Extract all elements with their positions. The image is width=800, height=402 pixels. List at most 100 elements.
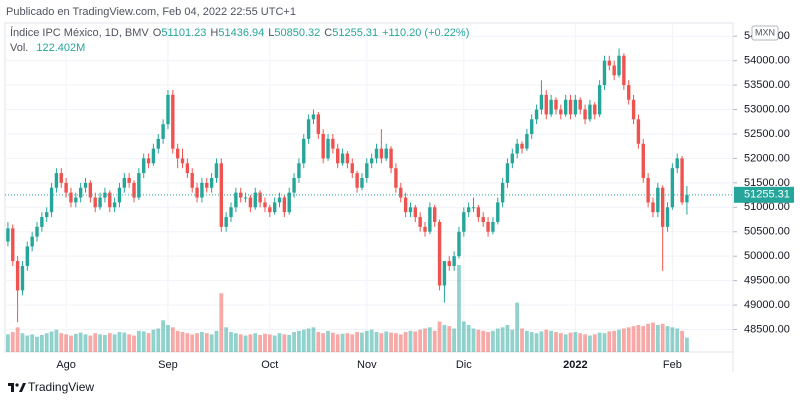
- legend-key: O: [153, 27, 162, 39]
- x-tick-label: 2022: [563, 359, 587, 371]
- candle-body: [631, 99, 636, 120]
- volume-bar: [500, 327, 505, 352]
- candle-body: [54, 173, 59, 188]
- volume-bar: [103, 334, 107, 352]
- candle-body: [6, 228, 10, 242]
- candle-body: [500, 182, 505, 203]
- volume-bar: [287, 334, 292, 352]
- candle-body: [122, 177, 127, 188]
- volume-bar: [588, 335, 592, 352]
- volume-bar: [418, 329, 423, 352]
- volume-bar: [175, 330, 180, 352]
- x-tick-label: Oct: [261, 359, 278, 371]
- volume-bar: [408, 330, 413, 352]
- candle-body: [326, 138, 330, 159]
- currency-label: MXN: [755, 27, 775, 37]
- volume-bar: [427, 327, 432, 352]
- volume-bar: [316, 332, 321, 352]
- volume-bar: [403, 332, 408, 352]
- y-tick-label: 54000.00: [744, 55, 790, 67]
- volume-bar: [146, 333, 151, 352]
- candle-body: [660, 187, 665, 227]
- candle-body: [74, 197, 78, 203]
- y-tick-label: 50500.00: [744, 226, 790, 238]
- volume-bar: [457, 265, 461, 352]
- volume-bar: [520, 328, 524, 352]
- candle-body: [306, 119, 311, 139]
- volume-bar: [15, 327, 20, 352]
- volume-bar: [612, 330, 617, 352]
- candle-body: [423, 226, 427, 232]
- candle-body: [239, 192, 243, 198]
- volume-bar: [621, 328, 626, 352]
- volume-bar: [655, 324, 660, 352]
- candle-body: [185, 163, 190, 174]
- candle-body: [11, 228, 15, 262]
- candle-body: [205, 182, 209, 188]
- candle-body: [350, 163, 354, 174]
- volume-bar: [132, 335, 136, 352]
- volume-bar: [389, 332, 393, 352]
- candle-body: [510, 153, 515, 164]
- volume-bar: [660, 323, 665, 352]
- currency-box: [751, 25, 779, 41]
- volume-bar: [651, 322, 655, 352]
- volume-bar: [20, 333, 25, 352]
- volume-bar: [195, 333, 199, 352]
- volume-bar: [549, 330, 554, 352]
- candle-body: [287, 192, 291, 213]
- volume-bar: [292, 332, 296, 352]
- x-tick-label: Feb: [663, 359, 682, 371]
- candle-body: [40, 217, 44, 227]
- volume-bar: [607, 331, 612, 352]
- candle-body: [234, 192, 238, 208]
- volume-bar: [374, 332, 379, 352]
- candle-body: [394, 168, 398, 188]
- candle-body: [471, 207, 476, 209]
- volume-bar: [151, 329, 156, 352]
- y-tick-label: 48500.00: [744, 323, 790, 335]
- candle-body: [151, 148, 156, 164]
- volume-bar: [39, 334, 44, 352]
- candle-body: [374, 148, 379, 159]
- volume-bar: [413, 331, 418, 352]
- volume-bar: [267, 334, 272, 352]
- candle-body: [35, 226, 39, 237]
- candle-body: [428, 207, 432, 232]
- candle-body: [462, 212, 466, 232]
- volume-bar: [529, 332, 534, 352]
- candle-body: [457, 231, 461, 257]
- volume-bar: [461, 321, 466, 352]
- volume-bar: [583, 334, 587, 352]
- candle-body: [602, 60, 607, 86]
- candle-body: [224, 217, 228, 227]
- logo-shape: [11, 383, 14, 392]
- candle-body: [622, 55, 626, 86]
- volume-bar: [54, 329, 59, 352]
- volume-bar: [258, 334, 263, 352]
- candle-body: [505, 163, 510, 183]
- candle-body: [403, 197, 408, 213]
- candle-body: [282, 197, 287, 213]
- candle-body: [641, 143, 645, 178]
- volume-bar: [185, 333, 190, 352]
- candle-body: [127, 177, 131, 183]
- candle-body: [520, 143, 524, 149]
- candle-body: [437, 221, 442, 286]
- candle-body: [69, 192, 73, 203]
- volume-bar: [83, 334, 88, 352]
- volume-bar: [495, 328, 500, 352]
- volume-bar: [466, 324, 471, 352]
- x-tick-label: Nov: [357, 359, 377, 371]
- volume-bar: [190, 334, 195, 352]
- volume-bar: [224, 327, 229, 352]
- candle-body: [670, 168, 675, 208]
- footer-brand: TradingView: [28, 380, 94, 394]
- x-tick-label: Ago: [56, 359, 76, 371]
- volume-bar: [229, 332, 233, 352]
- volume-bar: [107, 333, 112, 352]
- y-tick-label: 49500.00: [744, 275, 790, 287]
- candle-body: [83, 182, 88, 188]
- candle-body: [559, 109, 563, 115]
- volume-bar: [442, 324, 447, 352]
